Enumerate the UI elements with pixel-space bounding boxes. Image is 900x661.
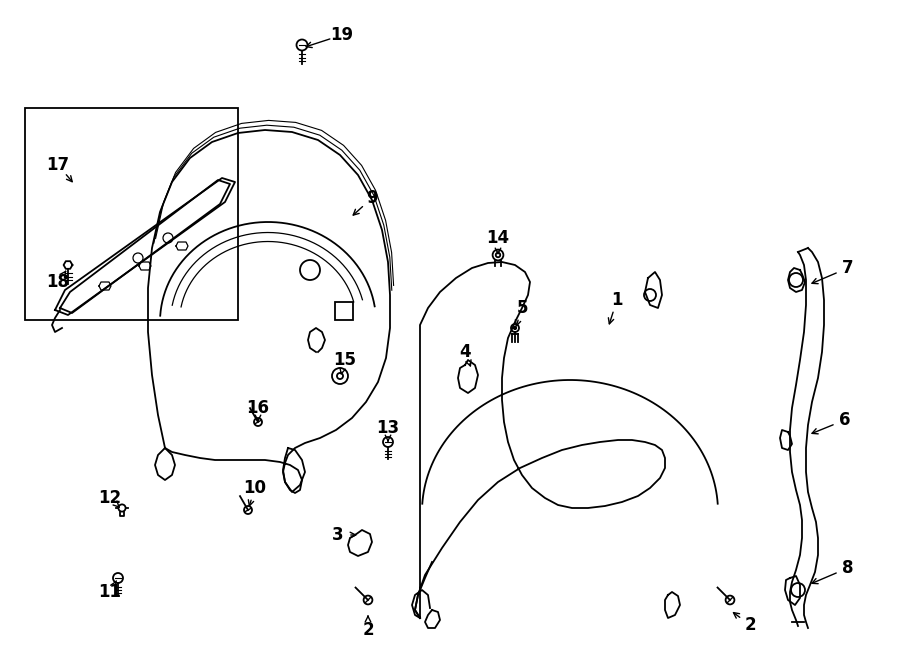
Text: 18: 18 [47,273,69,291]
Text: 16: 16 [247,399,269,417]
Text: 9: 9 [366,189,378,207]
Text: 19: 19 [330,26,354,44]
Text: 3: 3 [332,526,344,544]
Text: 11: 11 [98,583,122,601]
Text: 10: 10 [244,479,266,497]
Text: 7: 7 [842,259,854,277]
Text: 6: 6 [839,411,850,429]
Text: 4: 4 [459,343,471,361]
Text: 5: 5 [517,299,527,317]
Bar [335,302,353,320]
Text: 17: 17 [47,156,69,174]
Circle shape [514,327,517,329]
Text: 12: 12 [98,489,122,507]
Text: 2: 2 [362,621,374,639]
Text: 1: 1 [611,291,623,309]
Text: 8: 8 [842,559,854,577]
Text: 15: 15 [334,351,356,369]
Bar [25,108,238,320]
Text: 2: 2 [744,616,756,634]
Text: 14: 14 [486,229,509,247]
Text: 13: 13 [376,419,400,437]
